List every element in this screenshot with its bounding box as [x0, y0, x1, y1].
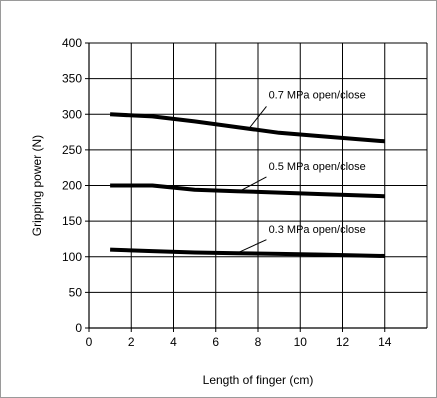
- x-tick-label: 6: [212, 335, 219, 349]
- series-line-1: [110, 112, 385, 144]
- y-tick-label: 400: [62, 36, 82, 50]
- y-tick-label: 50: [69, 285, 83, 299]
- x-tick-label: 12: [336, 335, 350, 349]
- x-tick-label: 14: [378, 335, 392, 349]
- series-label-2: 0.5 MPa open/close: [269, 161, 366, 173]
- y-tick-label: 350: [62, 72, 82, 86]
- x-tick-label: 4: [170, 335, 177, 349]
- series-label-1: 0.7 MPa open/close: [269, 90, 366, 102]
- y-tick-label: 250: [62, 143, 82, 157]
- series-labels: 0.7 MPa open/close 0.5 MPa open/close 0.3 …: [236, 90, 366, 254]
- x-axis-label: Length of finger (cm): [203, 373, 314, 387]
- series-leader-1: [249, 106, 267, 129]
- y-tick-label: 0: [75, 321, 82, 335]
- y-tick-label: 200: [62, 179, 82, 193]
- tick-labels: 0 50 100 150 200 250 300 350 400 0 2 4 6 8 10 12 14: [62, 36, 392, 349]
- x-tick-label: 2: [128, 335, 135, 349]
- series-line-2: [110, 183, 385, 199]
- series-label-3: 0.3 MPa open/close: [269, 224, 366, 236]
- y-tick-label: 150: [62, 214, 82, 228]
- series-leader-3: [236, 239, 267, 254]
- y-tick-label: 100: [62, 250, 82, 264]
- axes: [85, 42, 427, 332]
- x-tick-label: 10: [294, 335, 308, 349]
- series-leader-2: [236, 176, 267, 194]
- x-tick-label: 8: [255, 335, 262, 349]
- series-line-3: [110, 247, 385, 258]
- y-axis-label: Gripping power (N): [30, 135, 44, 236]
- y-tick-label: 300: [62, 107, 82, 121]
- x-tick-label: 0: [86, 335, 93, 349]
